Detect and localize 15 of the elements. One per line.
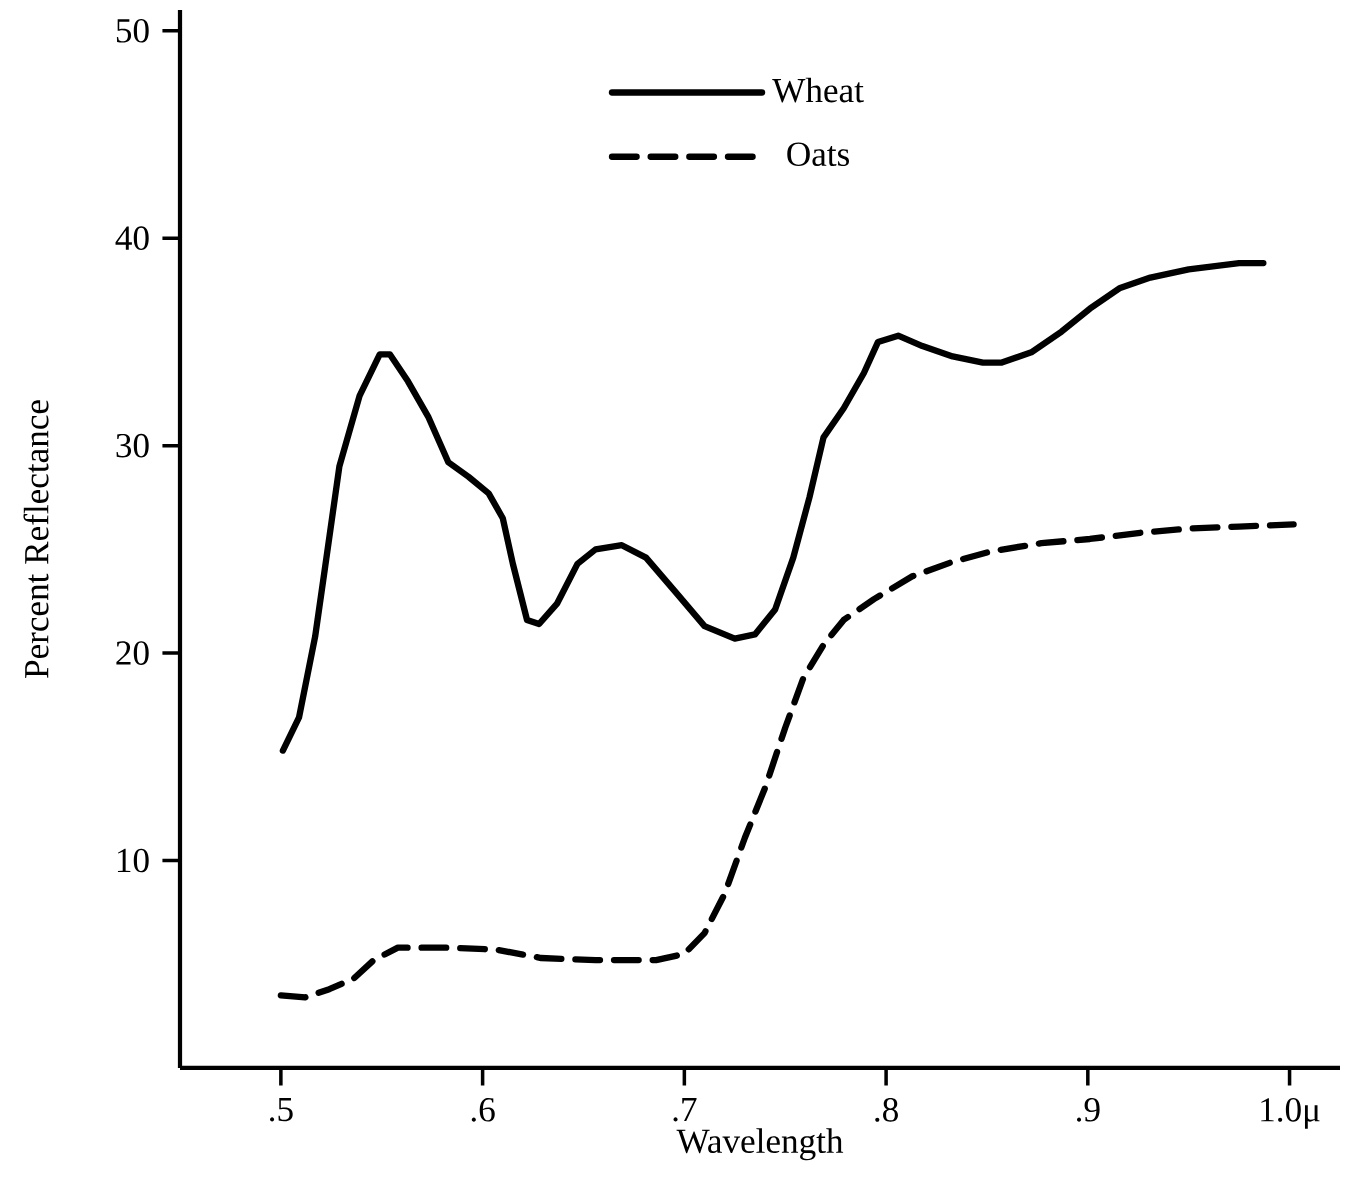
x-tick-label: 1.0μ bbox=[1261, 1097, 1320, 1129]
y-tick-label: 40 bbox=[115, 226, 149, 251]
x-tick-label: .6 bbox=[471, 1097, 495, 1122]
x-tick-label: .7 bbox=[673, 1097, 697, 1122]
y-axis-title: Percent Reflectance bbox=[23, 400, 49, 679]
legend-label: Oats bbox=[787, 142, 849, 167]
legend-label: Wheat bbox=[772, 77, 864, 103]
y-tick-label: 50 bbox=[116, 18, 149, 43]
x-axis-title: Wavelength bbox=[676, 1128, 844, 1161]
x-tick-label: .5 bbox=[270, 1097, 293, 1122]
y-tick-label: 10 bbox=[117, 848, 149, 873]
x-tick-label: .9 bbox=[1076, 1097, 1100, 1122]
y-tick-label: 20 bbox=[116, 641, 149, 665]
y-tick-label: 30 bbox=[116, 433, 149, 458]
x-tick-label: .8 bbox=[875, 1097, 898, 1122]
